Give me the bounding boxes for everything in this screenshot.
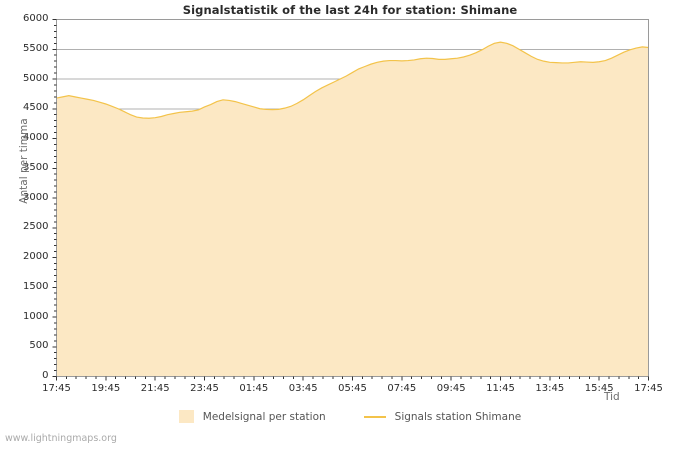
line-swatch-icon	[363, 415, 386, 418]
y-tick-label: 5500	[23, 42, 49, 54]
chart-title: Signalstatistik of the last 24h for stat…	[182, 3, 518, 17]
x-tick-label: 03:45	[288, 382, 318, 394]
y-tick-label: 0	[42, 370, 49, 381]
y-axis-ticks	[52, 19, 57, 377]
x-tick-label: 07:45	[387, 382, 417, 394]
legend-item-station: Signals station Shimane	[363, 410, 522, 423]
y-tick-label: 3500	[23, 161, 49, 173]
x-tick-label: 01:45	[239, 382, 269, 394]
legend-label-station: Signals station Shimane	[394, 410, 522, 423]
x-tick-label: 23:45	[190, 382, 219, 394]
y-tick-label: 3000	[23, 191, 49, 203]
x-tick-label: 11:45	[486, 382, 515, 394]
y-tick-label: 6000	[23, 13, 49, 24]
y-tick-label: 5000	[23, 72, 49, 84]
y-tick-label: 4500	[23, 102, 49, 114]
x-tick-label: 17:45	[634, 382, 663, 394]
x-tick-label: 09:45	[436, 382, 466, 394]
x-tick-label: 17:45	[42, 382, 71, 394]
x-axis-ticks	[56, 376, 649, 381]
x-tick-label: 19:45	[91, 382, 121, 394]
x-tick-label: 13:45	[535, 382, 565, 394]
area-swatch-icon	[178, 410, 194, 423]
x-tick-label: 15:45	[584, 382, 614, 394]
y-axis-title: Antal per timma	[18, 118, 30, 204]
y-tick-label: 500	[29, 340, 49, 352]
y-tick-label: 1000	[23, 310, 49, 322]
x-axis-title: Tid	[604, 391, 620, 403]
y-tick-label: 4000	[23, 132, 49, 143]
chart-legend: Medelsignal per station Signals station …	[0, 410, 700, 423]
y-tick-label: 1500	[23, 280, 49, 292]
watermark: www.lightningmaps.org	[5, 433, 117, 444]
legend-label-average: Medelsignal per station	[202, 410, 326, 423]
x-tick-label: 05:45	[338, 382, 367, 394]
legend-item-average: Medelsignal per station	[178, 410, 326, 423]
y-tick-label: 2000	[23, 251, 49, 262]
x-tick-label: 21:45	[140, 382, 170, 394]
area-series-fill	[56, 42, 649, 377]
line-series-stroke	[56, 41, 649, 119]
y-tick-label: 2500	[23, 221, 49, 233]
